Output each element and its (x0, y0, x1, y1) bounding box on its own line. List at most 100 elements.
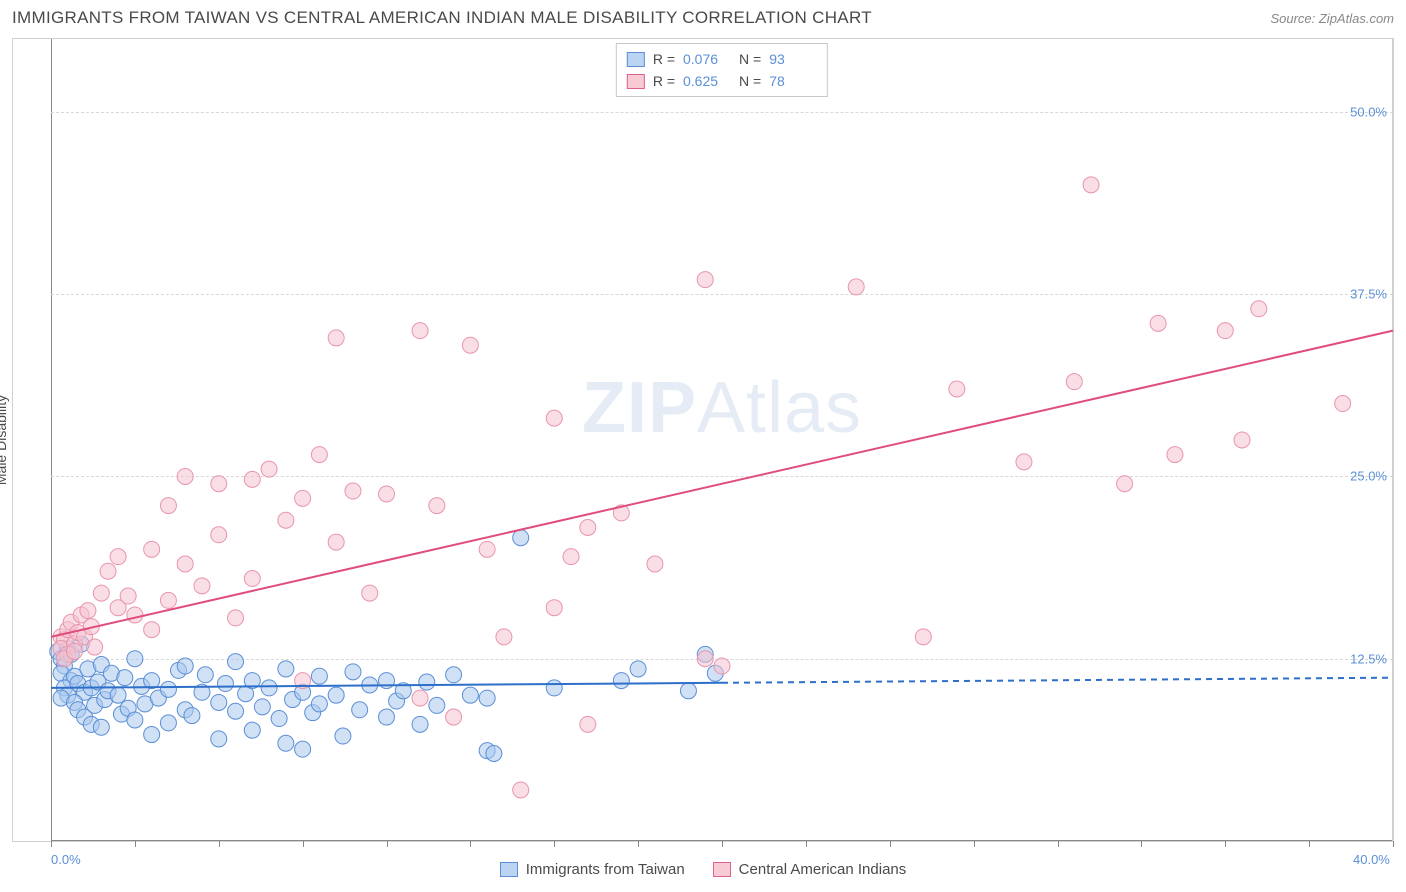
data-point-taiwan (144, 727, 160, 743)
data-point-taiwan (160, 715, 176, 731)
r-value-cai: 0.625 (683, 70, 731, 92)
data-point-taiwan (429, 697, 445, 713)
data-point-cai (244, 571, 260, 587)
data-point-cai (697, 272, 713, 288)
data-point-cai (328, 330, 344, 346)
data-point-cai (379, 486, 395, 502)
scatter-svg (51, 39, 1393, 841)
swatch-blue-icon (627, 52, 645, 67)
trend-line-dashed-taiwan (722, 678, 1393, 683)
x-tick-mark (806, 841, 807, 847)
data-point-cai (160, 592, 176, 608)
data-point-cai (1083, 177, 1099, 193)
data-point-cai (429, 498, 445, 514)
x-tick-mark (1393, 841, 1394, 847)
data-point-taiwan (345, 664, 361, 680)
data-point-cai (1217, 323, 1233, 339)
data-point-taiwan (352, 702, 368, 718)
data-point-cai (580, 519, 596, 535)
data-point-cai (496, 629, 512, 645)
data-point-cai (546, 410, 562, 426)
data-point-cai (120, 588, 136, 604)
r-label: R = (653, 70, 675, 92)
data-point-taiwan (462, 687, 478, 703)
data-point-cai (915, 629, 931, 645)
x-tick-mark (470, 841, 471, 847)
data-point-taiwan (117, 670, 133, 686)
x-tick-mark (1225, 841, 1226, 847)
data-point-taiwan (419, 674, 435, 690)
data-point-taiwan (127, 651, 143, 667)
data-point-taiwan (546, 680, 562, 696)
data-point-taiwan (160, 681, 176, 697)
data-point-cai (1251, 301, 1267, 317)
data-point-cai (66, 643, 82, 659)
data-point-taiwan (127, 712, 143, 728)
data-point-cai (93, 585, 109, 601)
data-point-cai (345, 483, 361, 499)
data-point-cai (362, 585, 378, 601)
y-axis-label: Male Disability (0, 395, 9, 485)
data-point-cai (295, 490, 311, 506)
data-point-taiwan (228, 703, 244, 719)
data-point-taiwan (177, 658, 193, 674)
data-point-cai (1167, 447, 1183, 463)
swatch-pink-icon (713, 862, 731, 877)
data-point-taiwan (379, 709, 395, 725)
r-label: R = (653, 48, 675, 70)
legend-label-cai: Central American Indians (739, 861, 907, 878)
data-point-cai (462, 337, 478, 353)
data-point-taiwan (184, 708, 200, 724)
data-point-cai (211, 476, 227, 492)
swatch-blue-icon (500, 862, 518, 877)
data-point-cai (479, 541, 495, 557)
data-point-taiwan (228, 654, 244, 670)
data-point-cai (328, 534, 344, 550)
data-point-taiwan (295, 741, 311, 757)
x-tick-mark (387, 841, 388, 847)
data-point-cai (177, 468, 193, 484)
x-tick-mark (1141, 841, 1142, 847)
data-point-cai (278, 512, 294, 528)
data-point-taiwan (254, 699, 270, 715)
data-point-taiwan (680, 683, 696, 699)
data-point-cai (110, 549, 126, 565)
data-point-taiwan (412, 716, 428, 732)
data-point-taiwan (217, 676, 233, 692)
data-point-cai (228, 610, 244, 626)
data-point-taiwan (335, 728, 351, 744)
data-point-taiwan (446, 667, 462, 683)
data-point-taiwan (93, 719, 109, 735)
data-point-taiwan (613, 673, 629, 689)
data-point-cai (261, 461, 277, 477)
n-value-taiwan: 93 (769, 48, 817, 70)
corr-row-taiwan: R = 0.076 N = 93 (627, 48, 817, 70)
data-point-cai (100, 563, 116, 579)
data-point-cai (1150, 315, 1166, 331)
data-point-taiwan (311, 696, 327, 712)
data-point-cai (563, 549, 579, 565)
data-point-taiwan (271, 711, 287, 727)
n-label: N = (739, 70, 761, 92)
data-point-cai (580, 716, 596, 732)
x-tick-mark (1058, 841, 1059, 847)
n-label: N = (739, 48, 761, 70)
data-point-cai (949, 381, 965, 397)
data-point-taiwan (211, 731, 227, 747)
data-point-taiwan (328, 687, 344, 703)
legend-label-taiwan: Immigrants from Taiwan (526, 861, 685, 878)
chart-title: IMMIGRANTS FROM TAIWAN VS CENTRAL AMERIC… (12, 8, 872, 28)
data-point-cai (1016, 454, 1032, 470)
data-point-cai (714, 658, 730, 674)
data-point-cai (194, 578, 210, 594)
chart-container: Male Disability 12.5%25.0%37.5%50.0% 0.0… (12, 38, 1394, 842)
bottom-legend: Immigrants from Taiwan Central American … (0, 861, 1406, 878)
source-label: Source: ZipAtlas.com (1270, 11, 1394, 26)
swatch-pink-icon (627, 74, 645, 89)
data-point-cai (1234, 432, 1250, 448)
x-tick-mark (722, 841, 723, 847)
legend-item-cai: Central American Indians (713, 861, 907, 878)
correlation-legend: R = 0.076 N = 93 R = 0.625 N = 78 (616, 43, 828, 97)
data-point-cai (80, 603, 96, 619)
data-point-cai (144, 541, 160, 557)
